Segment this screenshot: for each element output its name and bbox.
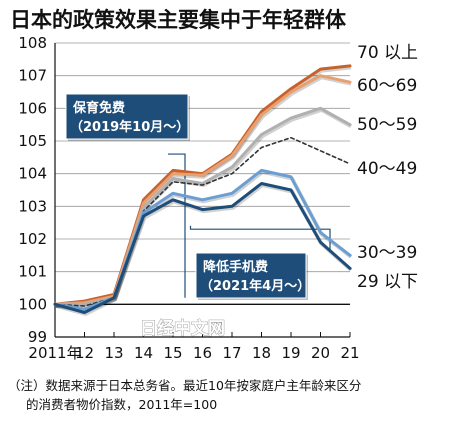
y-tick-label: 100 — [18, 295, 47, 313]
x-tick-label: 20 — [311, 344, 330, 362]
grid-lines — [55, 42, 350, 273]
series-label: 50～59 — [357, 115, 417, 135]
series-label: 29 以下 — [357, 272, 418, 292]
y-tick-label: 107 — [18, 67, 47, 85]
y-tick-label: 102 — [18, 230, 47, 248]
callout-line-1: 保育免费 — [72, 100, 125, 116]
x-tick-label: 19 — [281, 344, 300, 362]
x-tick-label: 2011年 — [28, 344, 81, 362]
x-tick-label: 21 — [340, 344, 359, 362]
watermark-layer: 日经中文网 — [140, 318, 226, 340]
y-tick-label: 106 — [18, 99, 47, 117]
series-label: 70 以上 — [357, 43, 418, 63]
chart-title: 日本的政策效果主要集中于年轻群体 — [10, 8, 346, 32]
x-tick-label: 16 — [193, 344, 212, 362]
x-tick-label: 14 — [134, 344, 153, 362]
y-tick-label: 101 — [18, 263, 47, 281]
callout-line-2: （2019年10月～） — [70, 119, 189, 135]
callout-childcare-leader — [168, 153, 186, 298]
y-tick-label: 108 — [18, 34, 47, 52]
callout-box — [195, 252, 307, 299]
y-tick-label: 104 — [18, 165, 47, 183]
series-line — [54, 136, 351, 307]
callout-box — [65, 93, 189, 140]
watermark-logo: 日经中文网 — [140, 318, 225, 339]
x-tick-label: 17 — [222, 344, 241, 362]
series-label: 60～69 — [357, 76, 417, 96]
callout-line-2: （2021年4月～） — [200, 278, 310, 294]
y-tick-label: 99 — [28, 328, 47, 346]
footnote: （注）数据来源于日本总务省。最近10年按家庭户主年龄来区分 的消费者物价指数，2… — [8, 376, 444, 414]
callout-line-1: 降低手机费 — [203, 259, 268, 275]
callout-childcare: 保育免费 （2019年10月～） — [65, 93, 190, 141]
footnote-line-1: （注）数据来源于日本总务省。最近10年按家庭户主年龄来区分 — [8, 378, 362, 393]
series-lines — [53, 64, 353, 316]
series-line — [53, 74, 352, 306]
y-tick-label: 103 — [18, 197, 47, 215]
x-tick-label: 13 — [104, 344, 123, 362]
x-tick-label: 18 — [252, 344, 271, 362]
footnote-line-2: 的消费者物价指数，2011年=100 — [26, 397, 218, 412]
x-tick-label: 15 — [163, 344, 182, 362]
x-tick-label: 12 — [75, 344, 94, 362]
callout-mobile: 降低手机费 （2021年4月～） — [195, 252, 310, 300]
series-label: 40～49 — [357, 159, 417, 179]
series-line — [53, 182, 352, 314]
series-line — [53, 106, 352, 306]
callouts: 保育免费 （2019年10月～） 降低手机费 （2021年4月～） — [65, 93, 310, 300]
series-label: 30～39 — [357, 243, 417, 263]
y-tick-label: 105 — [18, 132, 47, 150]
series-labels: 70 以上 60～69 50～59 40～49 30～39 29 以下 — [357, 43, 418, 292]
